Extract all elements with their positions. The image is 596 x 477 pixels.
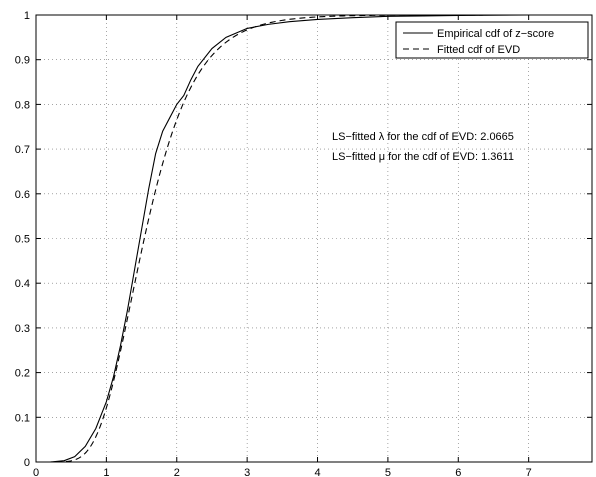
grid-lines [36, 15, 592, 462]
x-tick-label: 7 [526, 467, 532, 477]
legend-label-fitted: Fitted cdf of EVD [437, 44, 520, 56]
x-tick-label: 2 [174, 467, 180, 477]
y-tick-label: 0.4 [15, 278, 30, 290]
y-tick-label: 0.1 [15, 412, 30, 424]
legend-box [395, 21, 589, 59]
x-tick-label: 6 [455, 467, 461, 477]
y-tick-label: 0.6 [15, 189, 30, 201]
y-tick-label: 0.2 [15, 368, 30, 380]
mu-annotation: LS−fitted μ for the cdf of EVD: 1.3611 [332, 151, 514, 163]
y-tick-label: 0.9 [15, 55, 30, 67]
legend-label-empirical: Empirical cdf of z−score [437, 28, 554, 40]
y-tick-label: 0.5 [15, 234, 30, 246]
x-tick-label: 5 [385, 467, 391, 477]
lambda-annotation: LS−fitted λ for the cdf of EVD: 2.0665 [332, 131, 514, 143]
y-tick-label: 0.8 [15, 99, 30, 111]
x-tick-label: 3 [244, 467, 250, 477]
x-tick-label: 1 [103, 467, 109, 477]
x-tick-label: 4 [314, 467, 320, 477]
y-tick-label: 1 [24, 10, 30, 22]
x-tick-label: 0 [33, 467, 39, 477]
axis-ticks: 0 1 2 3 4 5 6 7 0 0.1 0.2 0.3 0.4 0.5 0.6 0.7 0.8 0.9 1 [15, 10, 592, 477]
y-tick-label: 0.3 [15, 323, 30, 335]
y-tick-label: 0.7 [15, 144, 30, 156]
annotations: LS−fitted λ for the cdf of EVD: 2.0665 L… [332, 131, 514, 163]
legend: Empirical cdf of z−score Fitted cdf of E… [395, 21, 589, 59]
series-line-empirical [36, 14, 592, 463]
y-tick-label: 0 [24, 457, 30, 469]
